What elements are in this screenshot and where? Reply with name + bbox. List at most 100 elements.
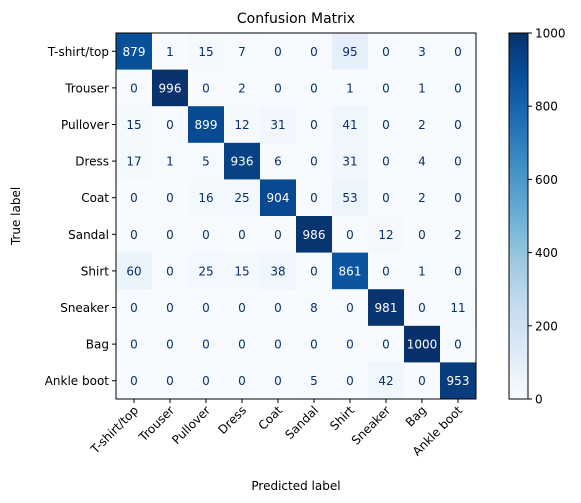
cell-value-label: 986: [303, 228, 326, 242]
heatmap-cell: [332, 33, 369, 70]
heatmap-cell: [188, 216, 225, 253]
heatmap-cell: [332, 179, 369, 217]
cell-value-label: 12: [234, 118, 249, 132]
cell-value-label: 38: [270, 264, 285, 278]
cell-value-label: 15: [126, 118, 141, 132]
cell-value-label: 0: [202, 228, 210, 242]
cell-value-label: 936: [231, 155, 254, 169]
cell-value-label: 1: [166, 155, 174, 169]
heatmap-cell: [296, 216, 333, 253]
cell-value-label: 0: [274, 338, 282, 352]
heatmap-cell: [368, 106, 405, 144]
cell-value-label: 0: [274, 81, 282, 95]
cell-value-label: 7: [238, 45, 246, 59]
colorbar-tick-label: 600: [535, 173, 558, 187]
y-tick-label: Dress: [75, 155, 109, 169]
x-tick-label: Dress: [215, 403, 249, 437]
heatmap-cell: [152, 289, 189, 327]
cell-value-label: 0: [418, 301, 426, 315]
cell-value-label: 879: [123, 45, 146, 59]
colorbar-tick-label: 1000: [535, 27, 566, 41]
cell-value-label: 0: [454, 264, 462, 278]
heatmap-cell: [368, 69, 405, 107]
cell-value-label: 0: [454, 118, 462, 132]
heatmap-cell: [116, 69, 153, 107]
heatmap-cell: [224, 33, 261, 70]
heatmap-cell: [260, 179, 297, 217]
heatmap-cell: [260, 216, 297, 253]
heatmap-cell: [404, 106, 441, 144]
heatmap-cell: [224, 142, 261, 180]
cell-value-label: 0: [346, 374, 354, 388]
heatmap-cell: [260, 252, 297, 290]
colorbar-tick-label: 200: [535, 319, 558, 333]
heatmap-cell: [440, 362, 477, 400]
cell-value-label: 0: [274, 228, 282, 242]
heatmap-cell: [152, 69, 189, 107]
cell-value-label: 0: [382, 81, 390, 95]
cell-value-label: 42: [378, 374, 393, 388]
x-tick-label: Sandal: [282, 403, 321, 442]
heatmap-cell: [296, 289, 333, 327]
cell-value-label: 1: [418, 264, 426, 278]
y-tick-label: Coat: [81, 191, 109, 205]
heatmap-cell: [260, 289, 297, 327]
heatmap-cell: [332, 69, 369, 107]
cell-value-label: 0: [454, 45, 462, 59]
heatmap-cell: [368, 179, 405, 217]
cell-value-label: 15: [234, 264, 249, 278]
cell-value-label: 53: [342, 191, 357, 205]
heatmap-cell: [152, 106, 189, 144]
cell-value-label: 1: [346, 81, 354, 95]
heatmap-cell: [368, 289, 405, 327]
heatmap-cell: [296, 142, 333, 180]
cell-value-label: 861: [339, 264, 362, 278]
cell-value-label: 0: [382, 191, 390, 205]
heatmap-cell: [440, 106, 477, 144]
heatmap-cell: [116, 325, 153, 363]
heatmap-cell: [440, 216, 477, 253]
cell-value-label: 31: [342, 155, 357, 169]
heatmap-cell: [224, 252, 261, 290]
heatmap-cell: [332, 325, 369, 363]
x-tick-label: Bag: [403, 403, 429, 429]
cell-value-label: 4: [418, 155, 426, 169]
cell-value-label: 1: [418, 81, 426, 95]
heatmap-cell: [116, 179, 153, 217]
cell-value-label: 2: [418, 118, 426, 132]
cell-value-label: 0: [202, 301, 210, 315]
cell-value-label: 2: [418, 191, 426, 205]
cell-value-label: 5: [310, 374, 318, 388]
heatmap-cell: [296, 33, 333, 70]
heatmap-cell: [152, 33, 189, 70]
cell-value-label: 15: [198, 45, 213, 59]
heatmap-cell: [188, 33, 225, 70]
cell-value-label: 0: [274, 45, 282, 59]
heatmap-cell: [188, 252, 225, 290]
cell-value-label: 0: [130, 338, 138, 352]
heatmap-cell: [440, 33, 477, 70]
y-axis-label: True label: [9, 187, 23, 246]
cell-value-label: 0: [130, 301, 138, 315]
cell-value-label: 0: [454, 338, 462, 352]
cell-value-label: 17: [126, 155, 141, 169]
y-tick-label: Trouser: [64, 81, 109, 95]
cell-value-label: 25: [234, 191, 249, 205]
colorbar-tick-label: 400: [535, 246, 558, 260]
heatmap-cell: [152, 179, 189, 217]
cell-value-label: 0: [346, 228, 354, 242]
cell-value-label: 0: [130, 374, 138, 388]
cell-value-label: 0: [382, 45, 390, 59]
heatmap-cell: [404, 362, 441, 400]
heatmap-cell: [188, 325, 225, 363]
heatmap-cell: [260, 33, 297, 70]
cell-value-label: 0: [418, 228, 426, 242]
colorbar-tick-label: 0: [535, 393, 543, 407]
cell-value-label: 0: [130, 81, 138, 95]
colorbar: [508, 32, 529, 400]
cell-value-label: 2: [454, 228, 462, 242]
x-tick-label: Pullover: [169, 403, 213, 447]
cell-value-label: 0: [310, 338, 318, 352]
cell-value-label: 16: [198, 191, 213, 205]
